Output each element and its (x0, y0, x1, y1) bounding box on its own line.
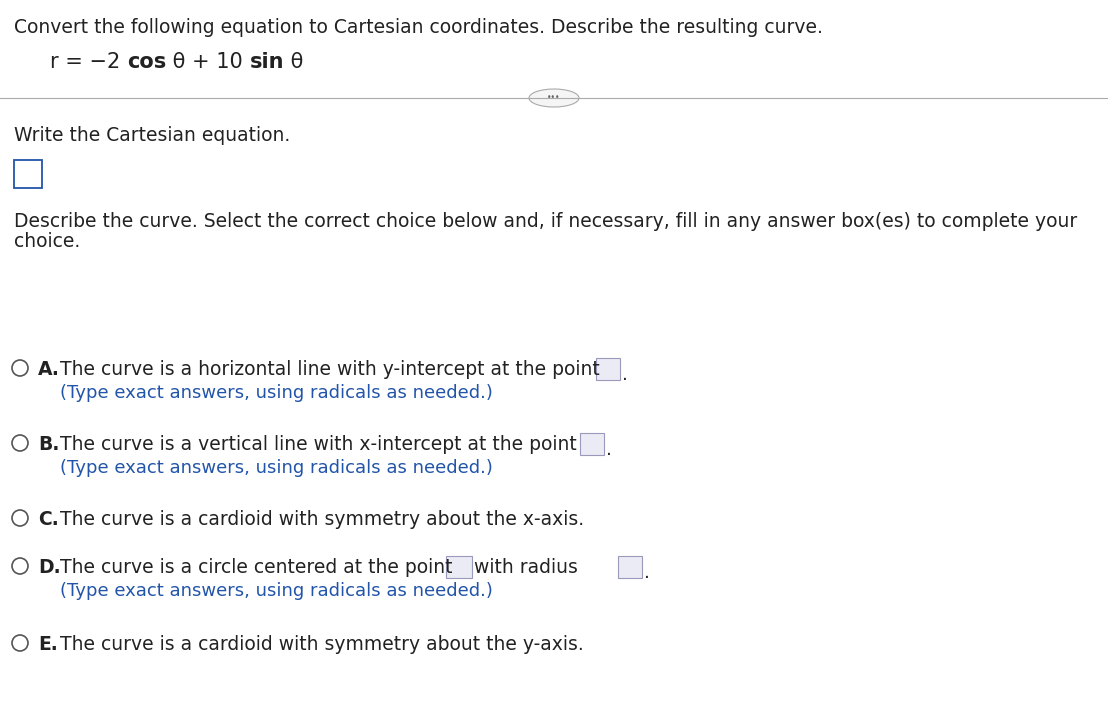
Ellipse shape (529, 89, 579, 107)
Text: E.: E. (38, 635, 58, 654)
Text: The curve is a circle centered at the point: The curve is a circle centered at the po… (60, 558, 452, 577)
FancyBboxPatch shape (618, 556, 642, 578)
Text: sin: sin (249, 52, 284, 72)
Text: .: . (606, 440, 612, 459)
Text: Convert the following equation to Cartesian coordinates. Describe the resulting : Convert the following equation to Cartes… (14, 18, 823, 37)
Text: .: . (644, 563, 650, 582)
Text: The curve is a cardioid with symmetry about the y-axis.: The curve is a cardioid with symmetry ab… (60, 635, 584, 654)
Text: (Type exact answers, using radicals as needed.): (Type exact answers, using radicals as n… (60, 384, 493, 402)
Text: .: . (622, 365, 628, 384)
Text: cos: cos (127, 52, 166, 72)
FancyBboxPatch shape (596, 358, 620, 380)
Text: D.: D. (38, 558, 61, 577)
Text: θ: θ (284, 52, 304, 72)
Text: θ + 10: θ + 10 (166, 52, 249, 72)
FancyBboxPatch shape (579, 433, 604, 455)
Text: C.: C. (38, 510, 59, 529)
Text: Write the Cartesian equation.: Write the Cartesian equation. (14, 126, 290, 145)
Text: •••: ••• (547, 94, 561, 102)
Text: B.: B. (38, 435, 60, 454)
Text: A.: A. (38, 360, 60, 379)
Text: The curve is a vertical line with x-intercept at the point: The curve is a vertical line with x-inte… (60, 435, 577, 454)
Text: The curve is a horizontal line with y-intercept at the point: The curve is a horizontal line with y-in… (60, 360, 599, 379)
FancyBboxPatch shape (447, 556, 472, 578)
Text: with radius: with radius (474, 558, 578, 577)
Text: (Type exact answers, using radicals as needed.): (Type exact answers, using radicals as n… (60, 582, 493, 600)
Text: r = −2: r = −2 (50, 52, 127, 72)
Text: Describe the curve. Select the correct choice below and, if necessary, fill in a: Describe the curve. Select the correct c… (14, 212, 1077, 231)
Text: The curve is a cardioid with symmetry about the x-axis.: The curve is a cardioid with symmetry ab… (60, 510, 584, 529)
Text: choice.: choice. (14, 232, 80, 251)
FancyBboxPatch shape (14, 160, 42, 188)
Text: (Type exact answers, using radicals as needed.): (Type exact answers, using radicals as n… (60, 459, 493, 477)
